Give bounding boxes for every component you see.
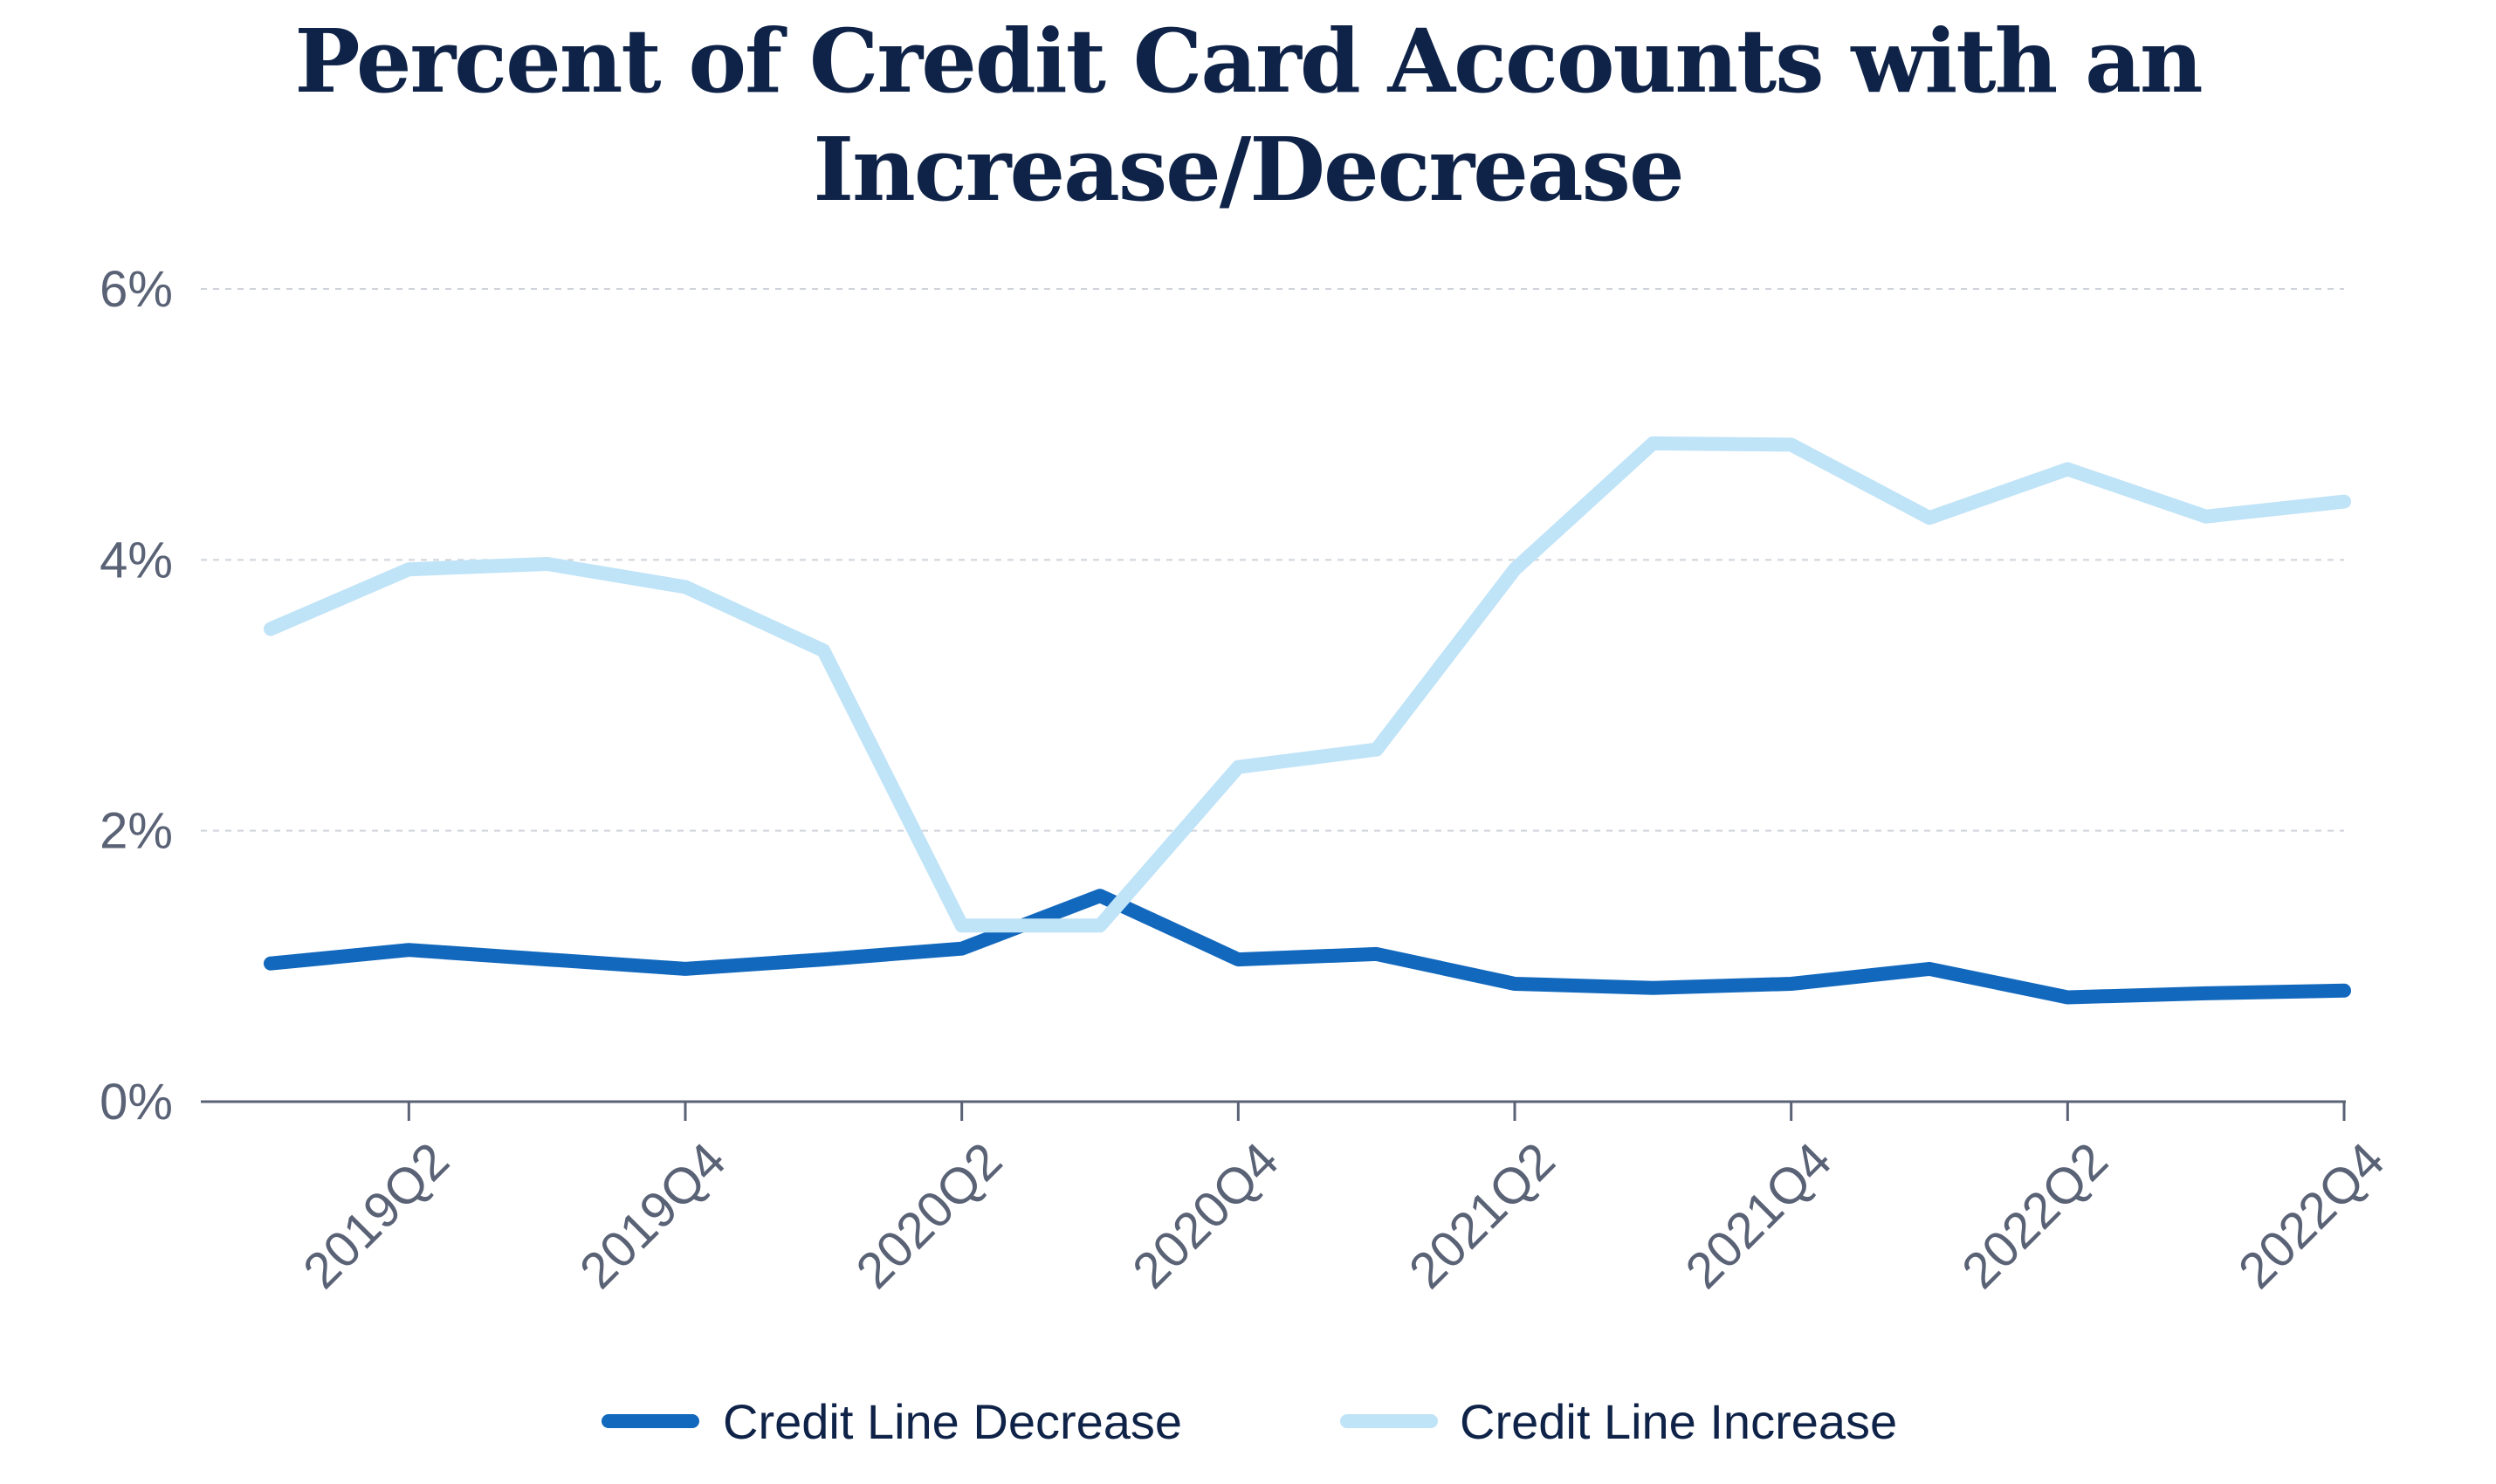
chart-title-line-2: Increase/Decrease <box>813 118 1684 221</box>
y-tick-label: 0% <box>100 1074 173 1130</box>
series-line-increase <box>264 436 2351 933</box>
series-line-decrease <box>264 889 2351 1005</box>
chart-title-line-1: Percent of Credit Card Accounts with an <box>294 10 2203 113</box>
chart-title: Percent of Credit Card Accounts with an … <box>0 7 2496 223</box>
x-tick-label: 2019Q2 <box>292 1132 460 1300</box>
x-tick-label: 2020Q4 <box>1122 1132 1289 1300</box>
legend: Credit Line Decrease Credit Line Increase <box>602 1394 1897 1449</box>
y-axis-ticks: 0% 2% 4% 6% <box>100 261 173 1130</box>
series-lines <box>264 436 2351 1005</box>
x-tick-label: 2020Q2 <box>845 1132 1013 1300</box>
y-tick-label: 6% <box>100 261 173 318</box>
legend-label: Credit Line Increase <box>1460 1394 1897 1449</box>
x-tick-label: 2019Q4 <box>569 1132 737 1300</box>
x-tick-label: 2021Q2 <box>1399 1132 1566 1300</box>
y-tick-label: 4% <box>100 532 173 588</box>
x-tick-label: 2021Q4 <box>1674 1132 1842 1300</box>
legend-label: Credit Line Decrease <box>723 1394 1182 1449</box>
x-axis-ticks: 2019Q2 2019Q4 2020Q2 2020Q4 2021Q2 2021Q4 2022… <box>292 1102 2396 1300</box>
x-tick-label: 2022Q2 <box>1951 1132 2119 1300</box>
x-tick-label: 2022Q4 <box>2228 1132 2396 1300</box>
y-tick-label: 2% <box>100 803 173 860</box>
